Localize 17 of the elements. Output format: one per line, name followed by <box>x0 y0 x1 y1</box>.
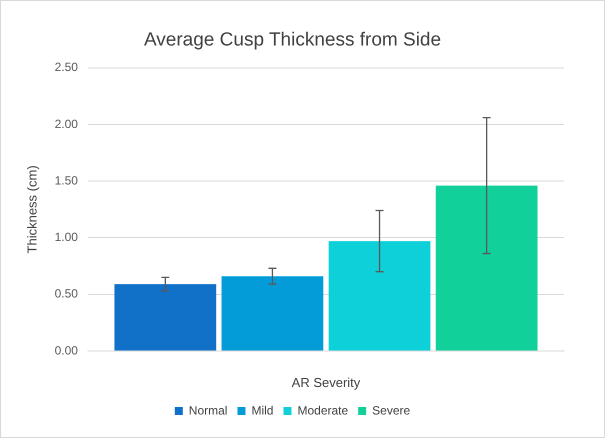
legend-label: Moderate <box>297 403 348 418</box>
bar <box>328 241 430 350</box>
y-tick-label: 2.50 <box>54 60 78 74</box>
bar <box>436 186 538 350</box>
bar <box>222 276 324 350</box>
x-axis-title: AR Severity <box>292 374 361 390</box>
legend-label: Mild <box>251 403 274 418</box>
legend-label: Normal <box>188 403 228 418</box>
y-axis-title: Thickness (cm) <box>24 165 40 254</box>
chart-title: Average Cusp Thickness from Side <box>144 30 442 51</box>
y-tick-label: 1.00 <box>54 230 78 244</box>
bar <box>114 284 216 350</box>
y-tick-label: 2.00 <box>54 116 78 131</box>
legend-label: Severe <box>372 403 411 418</box>
y-tick-label: 0.00 <box>54 343 78 358</box>
y-tick-label: 1.50 <box>54 173 78 188</box>
y-tick-label: 0.50 <box>54 286 78 301</box>
